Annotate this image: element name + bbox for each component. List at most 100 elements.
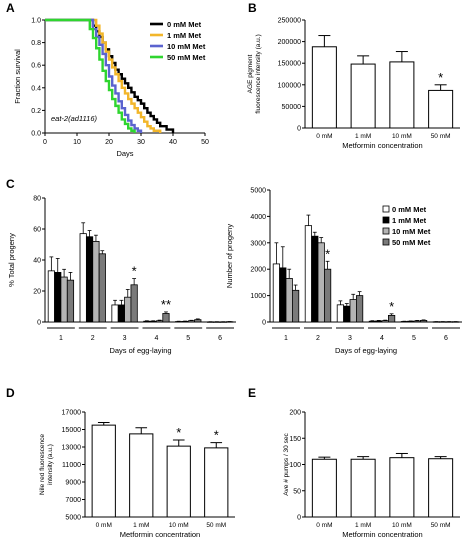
x-axis-title: Metformin concentration — [342, 141, 422, 150]
legend-swatch — [382, 238, 390, 246]
panel-letter-D: D — [6, 386, 15, 400]
y-tick-label: 0 — [297, 515, 301, 522]
x-tick-label: 10 mM — [169, 522, 189, 529]
y-tick-label: 1000 — [250, 293, 266, 300]
y-tick-label: 0.2 — [31, 108, 41, 115]
panel-d-nile-red-chart: 5000 7000 9000 11000 13000 15000 17000 0 mM 1 mM… — [39, 410, 235, 539]
y-tick-label: 0 — [37, 320, 41, 327]
bar — [311, 235, 319, 323]
y-tick-label: 60 — [33, 227, 41, 234]
bar — [291, 289, 300, 323]
x-tick-label: 50 mM — [431, 522, 451, 529]
x-tick-label: 1 — [59, 335, 63, 342]
y-tick-label: 3000 — [250, 240, 266, 247]
significance-mark: ** — [161, 297, 171, 312]
bar — [85, 236, 94, 323]
y-tick-label: 100000 — [278, 82, 301, 89]
x-tick-label: 0 — [43, 139, 47, 146]
y-tick-label: 15000 — [62, 427, 82, 434]
panel-letter-E: E — [248, 386, 256, 400]
x-axis-title: Days — [116, 149, 133, 158]
bar — [375, 320, 383, 323]
bar — [387, 314, 396, 323]
survival-curve-10-mm-met — [45, 18, 143, 133]
x-tick-label: 50 mM — [206, 522, 226, 529]
x-tick-label: 4 — [380, 335, 384, 342]
bar — [181, 320, 189, 323]
y-tick-label: 7000 — [65, 497, 81, 504]
y-axis-title: Nile red fluorescence — [39, 434, 46, 495]
significance-mark: * — [438, 70, 443, 85]
strain-annotation: eat-2(ad1116) — [51, 114, 98, 123]
bar — [60, 276, 68, 323]
y-tick-label: 0 — [297, 126, 301, 133]
bar — [98, 253, 106, 323]
survival-curve-1-mm-met — [45, 18, 162, 133]
x-tick-label: 5 — [186, 335, 190, 342]
bar — [317, 242, 325, 323]
y-tick-label: 200 — [289, 410, 301, 417]
bar — [349, 299, 357, 323]
panel-a-survival-chart: 0 10 20 30 40 50 0.0 0.2 0.4 0.6 0.8 1.0 Days Fractio… — [13, 18, 209, 159]
legend-label: 0 mM Met — [392, 205, 427, 214]
significance-mark: * — [132, 264, 137, 279]
x-tick-label: 1 — [284, 335, 288, 342]
bar — [355, 295, 364, 323]
x-tick-label: 2 — [316, 335, 320, 342]
bar — [279, 267, 287, 323]
bar — [381, 320, 389, 323]
x-axis-title: Days of egg-laying — [335, 346, 397, 355]
bar — [272, 263, 281, 323]
bar — [311, 46, 337, 129]
x-tick-label: 6 — [444, 335, 448, 342]
panel-letter-B: B — [248, 1, 257, 15]
bar — [323, 268, 332, 323]
bar — [428, 89, 454, 129]
bar — [194, 319, 202, 323]
legend-label: 10 mM Met — [392, 227, 431, 236]
x-tick-label: 1 mM — [355, 133, 371, 140]
y-tick-label: 0.4 — [31, 85, 41, 92]
panel-letter-C: C — [6, 177, 15, 191]
bar — [389, 61, 415, 129]
bar — [130, 284, 138, 323]
y-tick-label: 4000 — [250, 214, 266, 221]
y-tick-label: 150 — [289, 436, 301, 443]
x-tick-label: 50 — [201, 139, 209, 146]
panel-letter-A: A — [6, 1, 15, 15]
legend-label: 1 mM Met — [167, 31, 202, 40]
y-tick-label: 17000 — [62, 410, 82, 417]
y-tick-label: 20 — [33, 289, 41, 296]
x-axis-title: Days of egg-laying — [109, 346, 171, 355]
bar — [304, 225, 313, 323]
bar — [285, 278, 293, 323]
x-tick-label: 10 mM — [392, 133, 412, 140]
bar — [162, 313, 170, 323]
y-tick-label: 13000 — [62, 445, 82, 452]
bar — [66, 279, 75, 323]
x-tick-label: 5 — [412, 335, 416, 342]
y-tick-label: 0.6 — [31, 63, 41, 70]
panel-c-number-progeny-chart: 0 1000 2000 3000 4000 5000 1 2 3 4 5 6 * * Days of egg… — [225, 188, 462, 355]
y-tick-label: 0 — [262, 320, 266, 327]
significance-mark: * — [325, 246, 330, 261]
y-tick-label: 200000 — [278, 39, 301, 46]
x-tick-label: 0 mM — [96, 522, 112, 529]
bar — [156, 320, 164, 323]
bar — [336, 304, 345, 323]
bar — [111, 304, 119, 323]
x-tick-label: 30 — [137, 139, 145, 146]
bar — [343, 305, 351, 323]
y-tick-label: 50000 — [282, 104, 302, 111]
bar — [124, 296, 132, 323]
panel-b-age-pigment-chart: 0 50000 100000 150000 200000 250000 0 mM 1 mM 10… — [247, 18, 460, 150]
bar — [413, 320, 421, 323]
x-tick-label: 1 mM — [355, 522, 371, 529]
bar — [368, 320, 377, 323]
y-tick-label: 2000 — [250, 267, 266, 274]
x-tick-label: 0 mM — [316, 522, 332, 529]
legend-label: 10 mM Met — [167, 42, 206, 51]
x-tick-label: 3 — [123, 335, 127, 342]
bar — [47, 270, 55, 323]
